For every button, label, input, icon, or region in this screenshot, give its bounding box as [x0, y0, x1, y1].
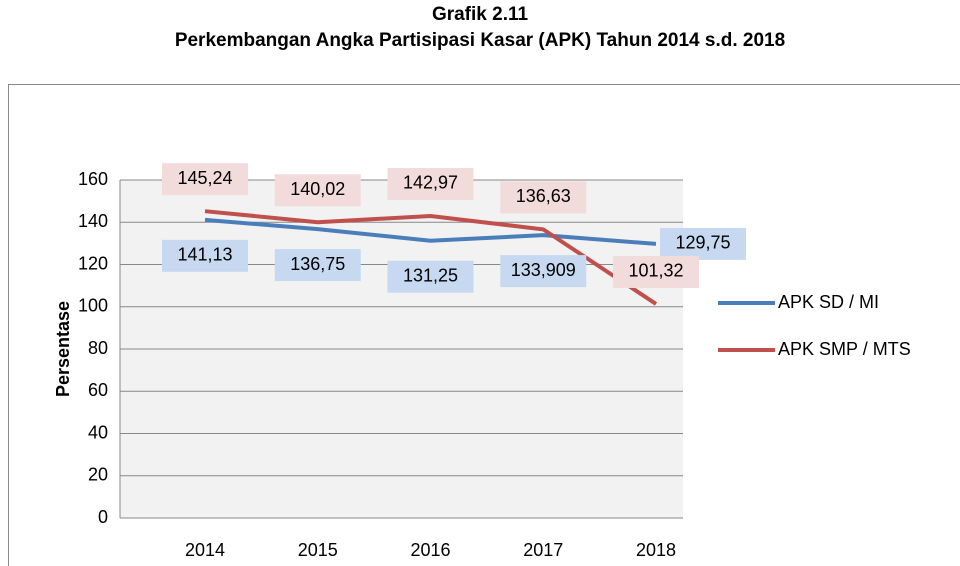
y-tick-label: 100 [78, 296, 108, 316]
value-label: 131,25 [403, 265, 458, 285]
chart-frame [8, 84, 960, 566]
value-label-box [162, 163, 248, 196]
value-label-box [274, 249, 361, 282]
series-line [204, 217, 657, 246]
value-label: 136,63 [516, 186, 571, 206]
value-label: 141,13 [177, 245, 232, 265]
value-label-box [162, 239, 248, 272]
value-label-box [613, 255, 699, 288]
value-label: 140,02 [290, 179, 345, 199]
value-label-box [660, 227, 746, 260]
x-tick-label: 2017 [523, 540, 563, 560]
y-tick-label: 20 [88, 465, 108, 485]
x-tick-label: 2016 [410, 540, 450, 560]
y-tick-label: 160 [78, 169, 108, 189]
chart-title: Grafik 2.11 [432, 4, 529, 25]
y-tick-label: 140 [78, 211, 108, 231]
value-label: 129,75 [675, 233, 730, 253]
value-label-box [387, 167, 474, 200]
value-label-box [274, 174, 361, 207]
value-label-box [387, 260, 474, 293]
value-label: 145,24 [177, 168, 232, 188]
value-label: 101,32 [628, 261, 683, 281]
value-label-box [500, 255, 587, 288]
value-label: 142,97 [403, 173, 458, 193]
y-tick-label: 120 [78, 253, 108, 273]
x-tick-label: 2014 [185, 540, 225, 560]
legend-label: APK SD / MI [778, 292, 879, 312]
value-label: 136,75 [290, 254, 345, 274]
y-tick-label: 80 [88, 338, 108, 358]
y-tick-label: 0 [98, 507, 108, 527]
value-label-box [500, 181, 587, 214]
series-line [204, 209, 658, 306]
x-tick-label: 2015 [298, 540, 338, 560]
y-tick-label: 40 [88, 422, 108, 442]
y-axis-label: Persentase [53, 301, 73, 397]
legend-label: APK SMP / MTS [778, 339, 911, 359]
x-tick-label: 2018 [636, 540, 676, 560]
y-tick-label: 60 [88, 380, 108, 400]
chart-subtitle: Perkembangan Angka Partisipasi Kasar (AP… [175, 30, 785, 51]
value-label: 133,909 [511, 260, 576, 280]
